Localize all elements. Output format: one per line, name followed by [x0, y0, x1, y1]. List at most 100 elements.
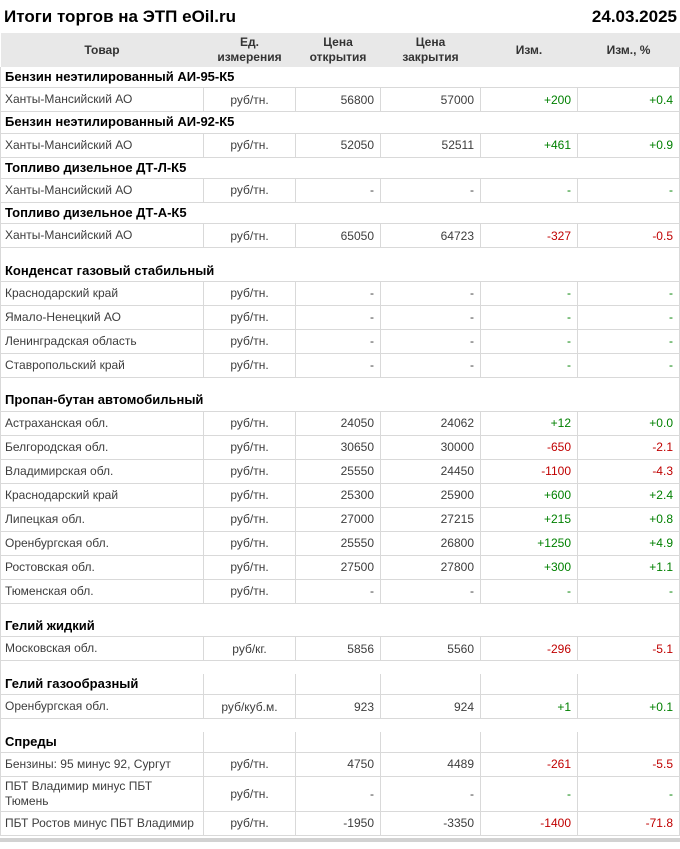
change-cell: -: [480, 304, 578, 330]
change-pct-cell: -: [577, 775, 680, 812]
open-price-cell: -: [295, 352, 381, 378]
section-header-row: Гелий газообразный: [0, 673, 680, 695]
spacer-cell: [0, 377, 680, 391]
table-row: Бензины: 95 минус 92, Сургут руб/тн. 4750 4…: [0, 751, 680, 777]
close-price-cell: 52511: [380, 132, 481, 158]
close-price-cell: 26800: [380, 530, 481, 556]
close-price-cell: -: [380, 304, 481, 330]
open-price-cell: -: [295, 328, 381, 354]
col-header-product: Товар: [0, 33, 204, 67]
change-cell: +215: [480, 506, 578, 532]
change-pct-cell: -: [577, 304, 680, 330]
open-price-cell: -: [295, 304, 381, 330]
change-cell: -: [480, 352, 578, 378]
table-row: Ханты-Мансийский АО руб/тн. 52050 52511 +461…: [0, 132, 680, 158]
section-title: Спреды: [0, 731, 204, 753]
change-cell: +1: [480, 694, 578, 719]
section-header-row: Топливо дизельное ДТ-Л-К5: [0, 157, 680, 179]
change-pct-cell: -: [577, 578, 680, 604]
spacer-row: [0, 660, 680, 674]
spacer-cell: [0, 718, 680, 732]
table-row: ПБТ Ростов минус ПБТ Владимир руб/тн. -195…: [0, 810, 680, 836]
close-price-cell: -: [380, 352, 481, 378]
section-empty-cell: [203, 731, 296, 753]
region-cell: Ленинградская область: [0, 328, 204, 354]
title-bar: Итоги торгов на ЭТП eOil.ru 24.03.2025: [0, 0, 680, 33]
section-title: Пропан-бутан автомобильный: [0, 390, 680, 412]
unit-cell: руб/тн.: [203, 578, 296, 604]
section-empty-cell: [295, 673, 381, 695]
region-cell: Астраханская обл.: [0, 410, 204, 436]
table-row: Ставропольский край руб/тн. - - - -: [0, 352, 680, 378]
unit-cell: руб/тн.: [203, 751, 296, 777]
spacer-cell: [0, 660, 680, 674]
report-date: 24.03.2025: [591, 7, 677, 26]
unit-cell: руб/тн.: [203, 328, 296, 354]
unit-cell: руб/тн.: [203, 482, 296, 508]
unit-cell: руб/кг.: [203, 636, 296, 662]
open-price-cell: 24050: [295, 410, 381, 436]
section-title: Гелий жидкий: [0, 616, 680, 638]
region-cell: Тюменская обл.: [0, 578, 204, 604]
open-price-cell: 52050: [295, 132, 381, 158]
region-cell: Ханты-Мансийский АО: [0, 87, 204, 113]
table-row: Ленинградская область руб/тн. - - - -: [0, 328, 680, 354]
section-empty-cell: [577, 731, 680, 753]
change-pct-cell: +0.4: [577, 87, 680, 113]
spacer-row: [0, 718, 680, 732]
section-header-row: Бензин неэтилированный АИ-95-К5: [0, 67, 680, 89]
section-header-row: Гелий жидкий: [0, 616, 680, 638]
change-pct-cell: -0.5: [577, 223, 680, 248]
close-price-cell: 30000: [380, 434, 481, 460]
page-title: Итоги торгов на ЭТП eOil.ru: [4, 7, 236, 26]
table-row: Ханты-Мансийский АО руб/тн. - - - -: [0, 177, 680, 203]
change-pct-cell: -4.3: [577, 458, 680, 484]
table-row: Астраханская обл. руб/тн. 24050 24062 +12 +0.…: [0, 410, 680, 436]
table-row: Оренбургская обл. руб/тн. 25550 26800 +1250 +…: [0, 530, 680, 556]
change-cell: -: [480, 280, 578, 306]
close-price-cell: -: [380, 177, 481, 203]
close-price-cell: 57000: [380, 87, 481, 113]
spacer-cell: [0, 603, 680, 616]
close-price-cell: -3350: [380, 810, 481, 836]
unit-cell: руб/тн.: [203, 554, 296, 580]
trading-results-table: Товар Ед. измерения Цена открытия Цена закр…: [0, 33, 680, 836]
spacer-row: [0, 377, 680, 391]
spacer-cell: [0, 247, 680, 261]
region-cell: Ханты-Мансийский АО: [0, 223, 204, 248]
change-cell: -327: [480, 223, 578, 248]
unit-cell: руб/тн.: [203, 132, 296, 158]
change-pct-cell: -2.1: [577, 434, 680, 460]
unit-cell: руб/тн.: [203, 352, 296, 378]
change-pct-cell: -5.1: [577, 636, 680, 662]
open-price-cell: 5856: [295, 636, 381, 662]
unit-cell: руб/тн.: [203, 87, 296, 113]
change-cell: +12: [480, 410, 578, 436]
table-row: Белгородская обл. руб/тн. 30650 30000 -650 -2…: [0, 434, 680, 460]
section-empty-cell: [203, 673, 296, 695]
close-price-cell: 24062: [380, 410, 481, 436]
unit-cell: руб/тн.: [203, 280, 296, 306]
close-price-cell: 924: [380, 694, 481, 719]
region-cell: ПБТ Ростов минус ПБТ Владимир: [0, 810, 204, 836]
change-cell: -: [480, 578, 578, 604]
unit-cell: руб/тн.: [203, 434, 296, 460]
section-title: Бензин неэтилированный АИ-95-К5: [0, 67, 680, 89]
change-pct-cell: +0.1: [577, 694, 680, 719]
open-price-cell: -: [295, 775, 381, 812]
section-header-row: Конденсат газовый стабильный: [0, 260, 680, 282]
change-cell: -1400: [480, 810, 578, 836]
table-bottom-border: [0, 837, 680, 842]
unit-cell: руб/тн.: [203, 775, 296, 812]
section-title: Топливо дизельное ДТ-А-К5: [0, 202, 680, 225]
unit-cell: руб/тн.: [203, 177, 296, 203]
change-pct-cell: -: [577, 328, 680, 354]
table-header-row: Товар Ед. измерения Цена открытия Цена закр…: [0, 33, 680, 67]
open-price-cell: 25550: [295, 530, 381, 556]
unit-cell: руб/тн.: [203, 304, 296, 330]
col-header-change: Изм.: [480, 33, 578, 67]
table-row: Оренбургская обл. руб/куб.м. 923 924 +1 +0.1: [0, 694, 680, 719]
table-row: Ханты-Мансийский АО руб/тн. 65050 64723 -327…: [0, 223, 680, 248]
region-cell: Липецкая обл.: [0, 506, 204, 532]
close-price-cell: 27215: [380, 506, 481, 532]
